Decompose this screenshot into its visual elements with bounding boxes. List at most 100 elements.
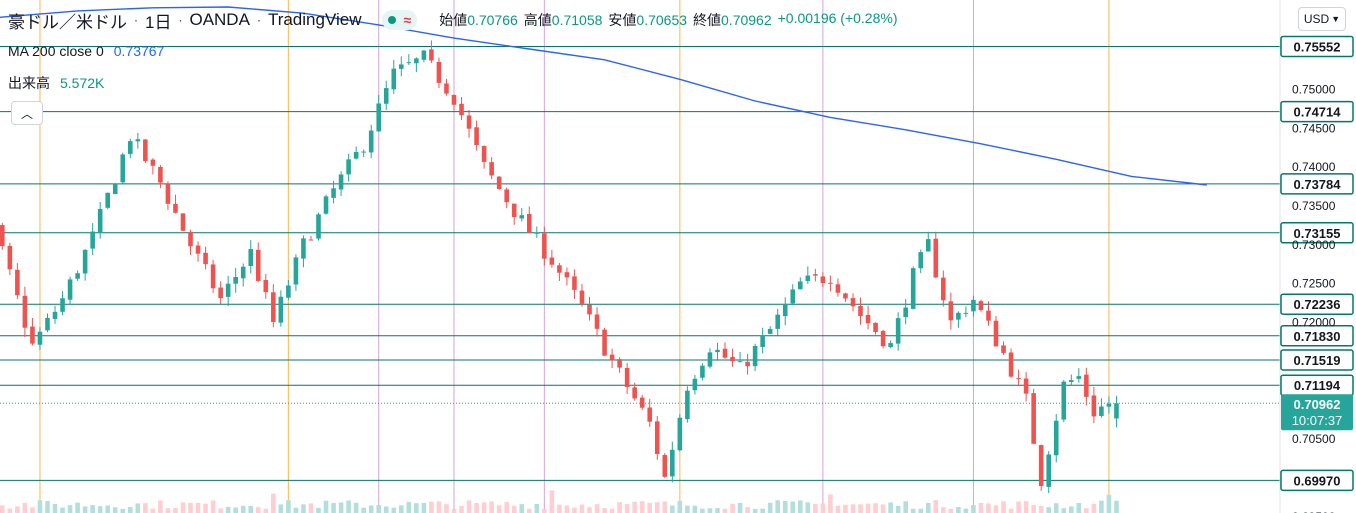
candle-down	[813, 268, 818, 282]
candle-up	[707, 348, 713, 369]
volume-bar	[278, 504, 284, 513]
candle-body	[353, 151, 359, 159]
volume-bar	[534, 503, 540, 513]
volume-bar	[986, 503, 991, 513]
candle-body	[805, 275, 811, 282]
volume-bar	[519, 504, 525, 513]
candle-up	[406, 54, 412, 65]
candle-up	[331, 180, 336, 204]
candle-body	[692, 378, 698, 391]
candle-body	[210, 264, 216, 289]
candle-body	[97, 209, 103, 234]
volume-bar	[90, 505, 95, 513]
candle-up	[421, 49, 427, 63]
volume-bar	[286, 500, 291, 513]
candle-body	[1046, 454, 1052, 487]
candle-down	[1001, 341, 1006, 355]
candle-up	[797, 277, 803, 290]
volume-bar	[1106, 494, 1112, 513]
candle-up	[677, 414, 683, 452]
volume-bar	[436, 501, 442, 513]
volume-bar	[805, 502, 811, 513]
candle-down	[526, 206, 532, 234]
candle-up	[60, 291, 65, 316]
level-label-text: 0.71830	[1294, 329, 1341, 344]
price-tick-label: 0.74000	[1292, 160, 1336, 174]
volume-bar	[240, 505, 246, 513]
candle-body	[579, 290, 585, 304]
candle-body	[971, 299, 976, 312]
candle-down	[1038, 444, 1044, 491]
candle-down	[1031, 388, 1036, 444]
moving-average	[0, 6, 1207, 186]
volume-bar	[526, 508, 532, 513]
volume-bar	[632, 501, 637, 513]
candle-up	[135, 132, 141, 149]
candle-body	[941, 277, 946, 301]
candle-up	[301, 235, 306, 268]
candle-body	[918, 252, 924, 269]
volume-bar	[203, 503, 208, 513]
candle-body	[820, 276, 826, 284]
volume-bar	[737, 502, 743, 513]
candle-body	[790, 289, 796, 304]
candle-body	[933, 238, 939, 278]
volume-bar	[662, 501, 668, 513]
candle-body	[143, 139, 148, 162]
volume-bar	[45, 501, 50, 513]
candle-body	[1084, 374, 1089, 397]
candle-body	[316, 214, 321, 239]
candle-up	[278, 290, 284, 327]
candle-body	[429, 49, 434, 61]
candle-body	[797, 281, 803, 290]
price-tick-label: 0.70500	[1292, 432, 1336, 446]
candle-up	[1053, 414, 1059, 463]
candle-up	[361, 149, 366, 158]
candle-up	[293, 254, 299, 291]
market-status-badge[interactable]: ≈	[381, 10, 418, 30]
candle-down	[572, 269, 577, 299]
candle-body	[22, 295, 28, 328]
volume-bar	[218, 508, 223, 513]
candle-up	[368, 124, 374, 159]
candle-body	[361, 151, 366, 153]
volume-bar	[670, 505, 675, 513]
candle-up	[240, 263, 246, 287]
volume-bar	[941, 507, 946, 513]
volume-bar	[602, 508, 607, 513]
candle-up	[700, 363, 705, 381]
candle-up	[519, 208, 525, 222]
candle-body	[715, 349, 720, 353]
volume-bar	[963, 508, 969, 513]
candle-body	[15, 269, 20, 296]
volume-bar	[572, 507, 577, 513]
candle-body	[1091, 395, 1097, 417]
candle-body	[587, 304, 592, 315]
volume-bar	[752, 508, 758, 513]
candle-up	[1099, 398, 1104, 418]
candle-up	[963, 306, 969, 318]
candle-up	[1114, 395, 1119, 428]
candle-down	[986, 301, 991, 326]
candle-up	[1106, 396, 1112, 414]
candle-down	[941, 270, 946, 307]
candle-body	[624, 367, 630, 387]
currency-label: USD	[1303, 12, 1330, 26]
candle-down	[30, 317, 35, 346]
candle-up	[692, 375, 698, 395]
candle-up	[737, 351, 743, 363]
candle-up	[715, 342, 720, 360]
volume-bar	[895, 505, 901, 513]
volume-bar	[1031, 505, 1036, 513]
volume-bar	[707, 508, 713, 513]
candle-up	[414, 57, 419, 73]
candle-body	[60, 298, 65, 312]
collapse-legend-button[interactable]: ︿	[11, 101, 43, 125]
candle-body	[760, 335, 765, 347]
price-tick-label: 0.75000	[1292, 82, 1336, 96]
currency-button[interactable]: USD ▼	[1298, 7, 1346, 31]
candle-body	[338, 174, 344, 190]
price-axis[interactable]: 0.75552 0.74714 0.73784 0.73155 0.72236 0.718…	[1279, 0, 1356, 513]
